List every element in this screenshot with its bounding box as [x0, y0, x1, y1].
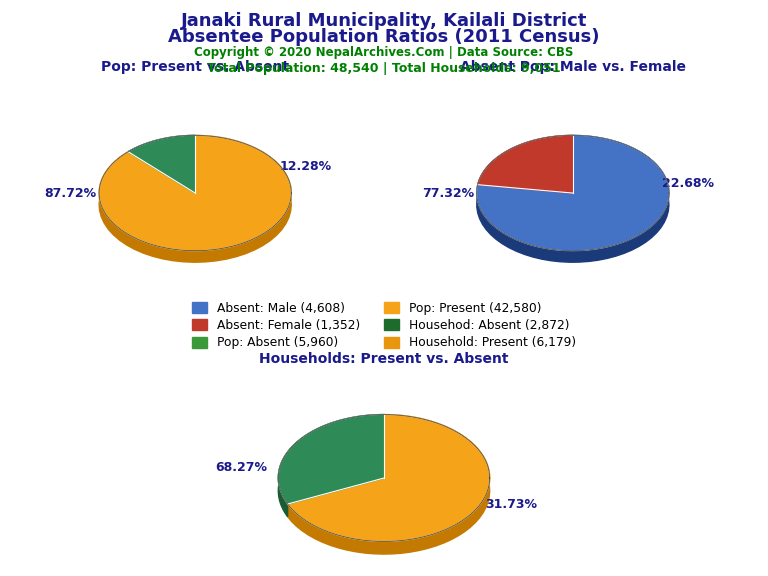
- Polygon shape: [477, 135, 669, 251]
- Text: Absentee Population Ratios (2011 Census): Absentee Population Ratios (2011 Census): [168, 28, 600, 46]
- Polygon shape: [99, 135, 291, 251]
- Legend: Absent: Male (4,608), Absent: Female (1,352), Pop: Absent (5,960), Pop: Present : Absent: Male (4,608), Absent: Female (1,…: [192, 302, 576, 349]
- Title: Absent Pop: Male vs. Female: Absent Pop: Male vs. Female: [460, 60, 686, 74]
- Polygon shape: [128, 135, 195, 193]
- Title: Pop: Present vs. Absent: Pop: Present vs. Absent: [101, 60, 290, 74]
- Polygon shape: [128, 135, 195, 163]
- Polygon shape: [478, 135, 573, 193]
- Text: Copyright © 2020 NepalArchives.Com | Data Source: CBS: Copyright © 2020 NepalArchives.Com | Dat…: [194, 46, 574, 59]
- Text: Janaki Rural Municipality, Kailali District: Janaki Rural Municipality, Kailali Distr…: [180, 12, 588, 29]
- Text: 12.28%: 12.28%: [280, 160, 332, 173]
- Polygon shape: [478, 135, 573, 196]
- Text: Total Population: 48,540 | Total Households: 9,051: Total Population: 48,540 | Total Househo…: [207, 62, 561, 75]
- Text: 22.68%: 22.68%: [662, 177, 714, 190]
- Title: Households: Present vs. Absent: Households: Present vs. Absent: [260, 352, 508, 366]
- Polygon shape: [477, 135, 669, 262]
- Polygon shape: [99, 135, 291, 262]
- Text: 87.72%: 87.72%: [45, 187, 96, 199]
- Text: 77.32%: 77.32%: [422, 187, 474, 199]
